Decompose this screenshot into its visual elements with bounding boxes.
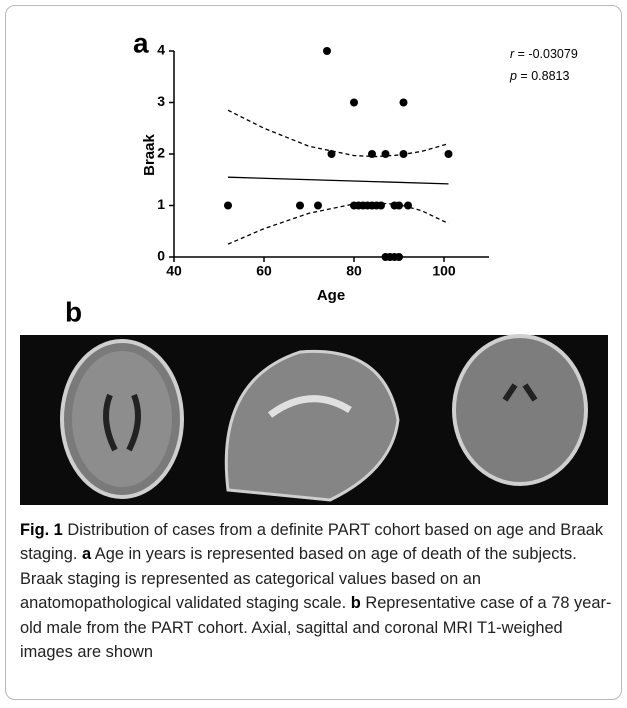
page: {"chart_data": {"type": "scatter", "pane… — [0, 0, 627, 708]
data-point — [328, 150, 336, 158]
data-point — [382, 150, 390, 158]
caption: Fig. 1 Distribution of cases from a defi… — [20, 518, 615, 664]
caption-label: Fig. 1 — [20, 521, 63, 539]
data-point — [395, 253, 403, 261]
y-tick-label: 0 — [157, 248, 165, 264]
data-point — [314, 202, 322, 210]
figure-panels: a Braak Age b 0 1 2 3 4 40 60 80 100 r = -0.03079… — [0, 0, 627, 512]
confidence-band — [228, 203, 449, 244]
data-point — [404, 202, 412, 210]
annotation: p = 0.8813 — [509, 69, 569, 83]
x-tick-label: 100 — [432, 263, 456, 279]
data-point — [377, 202, 385, 210]
x-axis-label: Age — [317, 287, 345, 304]
annotation-text: = -0.03079 — [514, 47, 578, 61]
regression-line — [228, 177, 449, 184]
data-point — [368, 150, 376, 158]
x-tick-label: 60 — [256, 263, 272, 279]
data-point — [350, 99, 358, 107]
data-point — [445, 150, 453, 158]
caption-part-label: b — [351, 594, 361, 612]
annotation-symbol: p — [509, 69, 517, 83]
data-point — [323, 47, 331, 55]
data-point — [395, 202, 403, 210]
mri-axial-inner — [72, 351, 172, 487]
y-tick-label: 3 — [157, 93, 165, 109]
x-tick-label: 40 — [166, 263, 182, 279]
annotation: r = -0.03079 — [510, 47, 578, 61]
y-tick-label: 4 — [157, 42, 165, 58]
annotation-text: = 0.8813 — [517, 69, 570, 83]
y-tick-label: 1 — [157, 196, 165, 212]
y-tick-label: 2 — [157, 145, 165, 161]
y-axis-label: Braak — [141, 133, 158, 175]
data-point — [224, 202, 232, 210]
caption-part-label: a — [82, 545, 91, 563]
confidence-band — [228, 110, 449, 156]
panel-label: a — [133, 27, 149, 58]
mri-coronal — [454, 336, 586, 484]
data-point — [400, 99, 408, 107]
x-tick-label: 80 — [346, 263, 362, 279]
data-point — [400, 150, 408, 158]
data-point — [296, 202, 304, 210]
panel-label: b — [65, 296, 82, 327]
mri-strip — [20, 335, 608, 505]
